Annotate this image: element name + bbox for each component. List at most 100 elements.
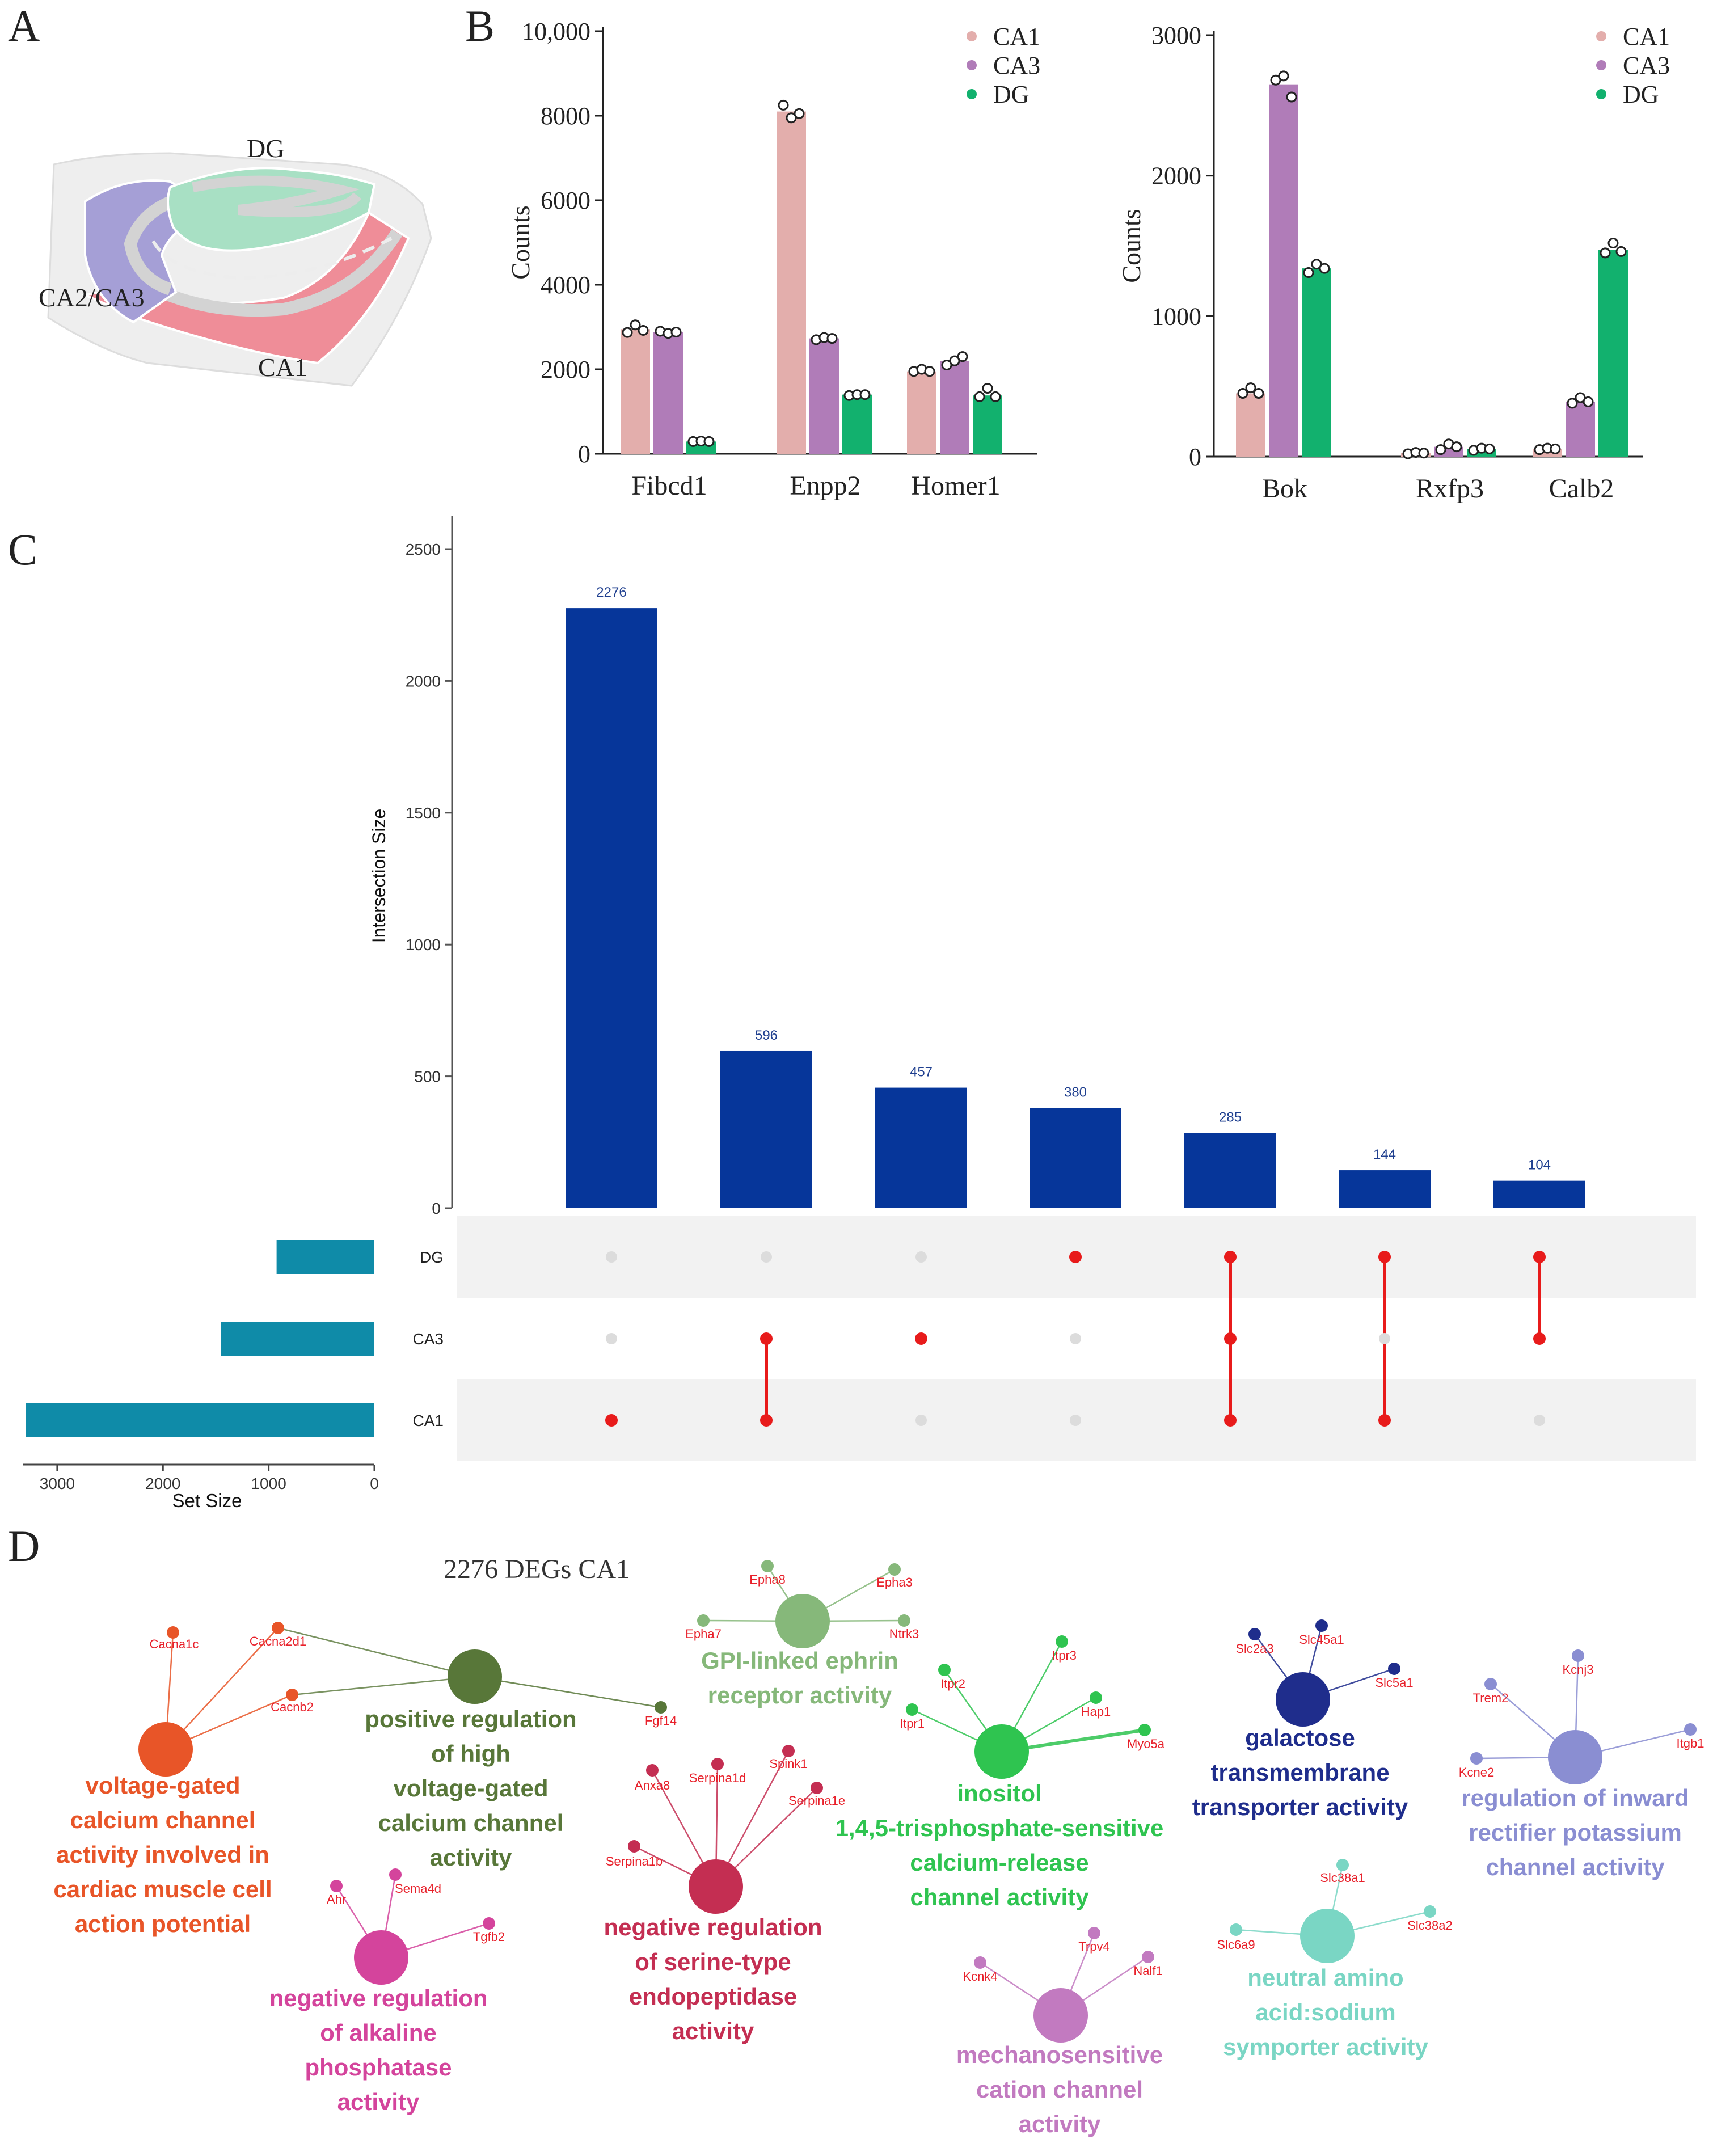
data-point: [859, 389, 871, 400]
data-point: [982, 383, 993, 394]
gene-node: [167, 1626, 179, 1639]
gene-node: [1056, 1635, 1068, 1648]
intersection-bar: [1339, 1170, 1431, 1208]
data-point: [1484, 443, 1495, 454]
gene-node: [389, 1868, 402, 1881]
go-term-label: GPI-linked ephrin: [701, 1647, 898, 1674]
data-point: [1237, 388, 1248, 399]
gene-label: Sema4d: [395, 1881, 441, 1896]
data-point: [949, 355, 960, 366]
go-term-label: positive regulation: [365, 1706, 576, 1732]
bar: [809, 338, 839, 454]
region-label-dg: DG: [247, 134, 284, 163]
intersection-value-label: 457: [910, 1065, 933, 1080]
membership-dot-active: [1533, 1251, 1546, 1263]
bar: [777, 111, 806, 454]
intersection-value-label: 285: [1219, 1110, 1242, 1125]
gene-label: Kcne2: [1459, 1765, 1494, 1779]
legend-label: CA3: [1623, 52, 1670, 79]
go-term-hub-node: [974, 1724, 1029, 1779]
go-term-hub-node: [1300, 1909, 1355, 1963]
data-point: [1600, 247, 1611, 259]
legend-marker: [1596, 60, 1606, 70]
bar: [1566, 402, 1595, 457]
data-point: [974, 391, 985, 402]
gene-label: Tgfb2: [473, 1930, 505, 1944]
go-term-network: Cacna1c Cacna2d1 Cacnb2 voltage-gated calciu…: [53, 1560, 1704, 2137]
intersection-bar: [566, 608, 657, 1208]
membership-dot-active: [1533, 1332, 1546, 1345]
x-tick-label: Enpp2: [790, 471, 860, 501]
y-axis-title: Counts: [1117, 209, 1146, 282]
go-term-hub-node: [689, 1859, 743, 1914]
y-tick-label: 1500: [406, 804, 441, 822]
go-term-label: endopeptidase: [629, 1983, 797, 2010]
gene-node: [1138, 1724, 1151, 1736]
gene-node: [1336, 1859, 1349, 1871]
gene-node: [286, 1689, 298, 1701]
membership-dot-active: [915, 1332, 927, 1345]
intersection-bar: [1493, 1180, 1585, 1208]
go-term-label: activity involved in: [56, 1841, 269, 1868]
data-point: [670, 326, 682, 337]
gene-label: Serpina1d: [689, 1771, 746, 1785]
gene-label: Myo5a: [1127, 1737, 1165, 1751]
gene-node: [1684, 1723, 1697, 1736]
panel-letter-a: A: [8, 1, 40, 50]
go-term-hub-node: [1276, 1672, 1330, 1727]
network-edge: [277, 1627, 475, 1678]
y-axis-title: Intersection Size: [369, 809, 389, 943]
gene-node: [782, 1745, 795, 1757]
legend-marker: [967, 60, 977, 70]
go-term-label: negative regulation: [604, 1914, 822, 1940]
y-tick-label: 2000: [1151, 162, 1201, 190]
data-point: [1278, 70, 1289, 82]
gene-node: [974, 1956, 986, 1969]
go-term-label: activity: [1019, 2111, 1101, 2137]
intersection-bar: [875, 1087, 967, 1208]
set-size-axis-title: Set Size: [172, 1490, 242, 1511]
gene-node: [906, 1703, 918, 1716]
gene-label: Anxa8: [635, 1778, 670, 1792]
bar: [842, 394, 872, 454]
y-tick-label: 8000: [541, 102, 590, 130]
go-term-label: cardiac muscle cell: [53, 1876, 272, 1902]
legend-marker: [1596, 89, 1606, 99]
go-term-label: mechanosensitive: [956, 2041, 1163, 2068]
data-point: [1435, 444, 1446, 455]
intersection-bar: [1030, 1108, 1121, 1208]
legend-label: CA1: [993, 23, 1040, 50]
go-term-label: symporter activity: [1223, 2033, 1428, 2060]
gene-node: [898, 1614, 910, 1627]
gene-label: Epha3: [876, 1575, 913, 1589]
go-term-label: acid:sodium: [1255, 1999, 1395, 2026]
go-term-hub-node: [354, 1930, 408, 1985]
membership-dot-active: [605, 1414, 618, 1427]
upset-set-size-bars: 3000 2000 1000 0 Set Size: [23, 1240, 379, 1511]
gene-node: [888, 1563, 901, 1576]
gene-node: [938, 1664, 951, 1676]
x-tick-label: Fibcd1: [631, 471, 707, 501]
gene-node: [272, 1622, 284, 1634]
gene-label: Hap1: [1081, 1704, 1111, 1719]
membership-dot-active: [1378, 1414, 1391, 1427]
gene-node: [1470, 1752, 1483, 1765]
y-tick-label: 0: [1189, 443, 1201, 471]
gene-node: [697, 1614, 710, 1627]
gene-label: Slc38a2: [1407, 1918, 1453, 1933]
y-tick-label: 10,000: [522, 18, 590, 45]
ca23-layer: [124, 189, 192, 296]
go-term-label: of alkaline: [320, 2019, 436, 2046]
membership-dot-active: [760, 1332, 773, 1345]
data-point: [794, 108, 805, 119]
go-term-label: channel activity: [1486, 1854, 1665, 1880]
region-label-ca1: CA1: [258, 353, 307, 382]
gene-label: Itpr1: [900, 1716, 925, 1731]
gene-node: [1088, 1927, 1100, 1939]
go-term-label: calcium channel: [70, 1807, 256, 1833]
membership-dot-inactive: [1070, 1415, 1081, 1426]
ca23-dashed-line: [151, 237, 393, 280]
gene-label: Epha7: [685, 1627, 722, 1641]
bar: [1269, 84, 1298, 457]
